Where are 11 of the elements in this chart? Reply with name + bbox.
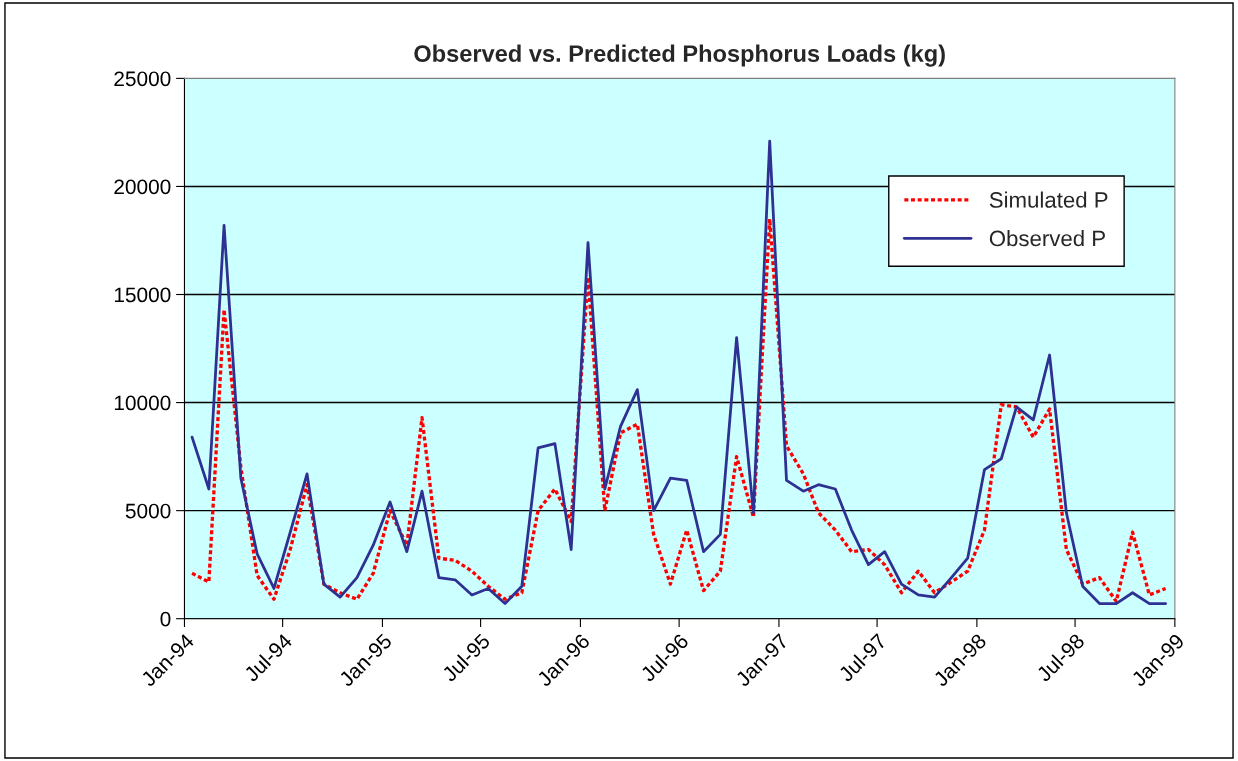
y-tick-label: 15000 [114,287,171,303]
chart-title: Observed vs. Predicted Phosphorus Loads (kg) [414,44,945,67]
legend-label: Simulated P [989,191,1108,208]
y-tick-label: 20000 [114,179,171,195]
y-tick-label: 5000 [125,503,171,519]
line-series [190,139,1168,605]
line-series [190,217,1168,604]
y-tick-label: 25000 [114,71,171,87]
y-tick-label: 10000 [114,395,171,411]
legend-label: Observed P [989,229,1105,247]
y-tick-label: 0 [160,611,171,627]
